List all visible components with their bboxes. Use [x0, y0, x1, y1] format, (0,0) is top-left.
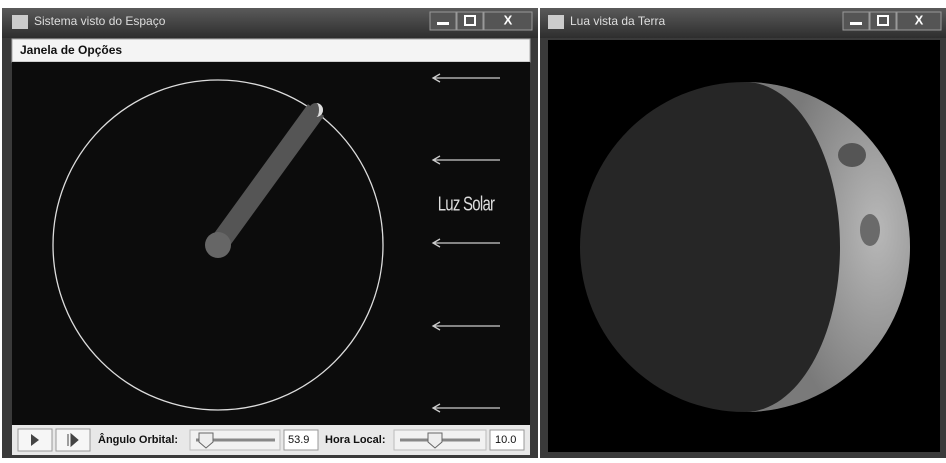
maximize-button[interactable]: [457, 12, 483, 30]
right-window: Lua vista da Terra X: [540, 8, 946, 458]
earth: [205, 232, 231, 258]
hour-label: Hora Local:: [325, 434, 386, 446]
minimize-button[interactable]: [843, 12, 869, 30]
menu-item[interactable]: Janela de Opções: [20, 43, 122, 57]
moon-mare: [860, 214, 880, 246]
close-label: X: [915, 12, 924, 27]
app-icon: [12, 15, 28, 29]
minimize-icon: [437, 22, 449, 25]
close-label: X: [504, 12, 513, 27]
maximize-button[interactable]: [870, 12, 896, 30]
angle-value: 53.9: [288, 434, 309, 446]
app-icon: [548, 15, 564, 29]
window-title: Sistema visto do Espaço: [34, 14, 166, 28]
angle-label: Ângulo Orbital:: [98, 433, 178, 446]
sunlight-label: Luz Solar: [438, 192, 495, 215]
window-title: Lua vista da Terra: [570, 14, 665, 28]
screen: Sistema visto do Espaço X Janela de Opçõ…: [0, 0, 946, 458]
hour-value: 10.0: [495, 434, 516, 446]
left-window: Sistema visto do Espaço X Janela de Opçõ…: [2, 8, 538, 458]
minimize-button[interactable]: [430, 12, 456, 30]
moon-crater: [838, 143, 866, 167]
minimize-icon: [850, 22, 862, 25]
